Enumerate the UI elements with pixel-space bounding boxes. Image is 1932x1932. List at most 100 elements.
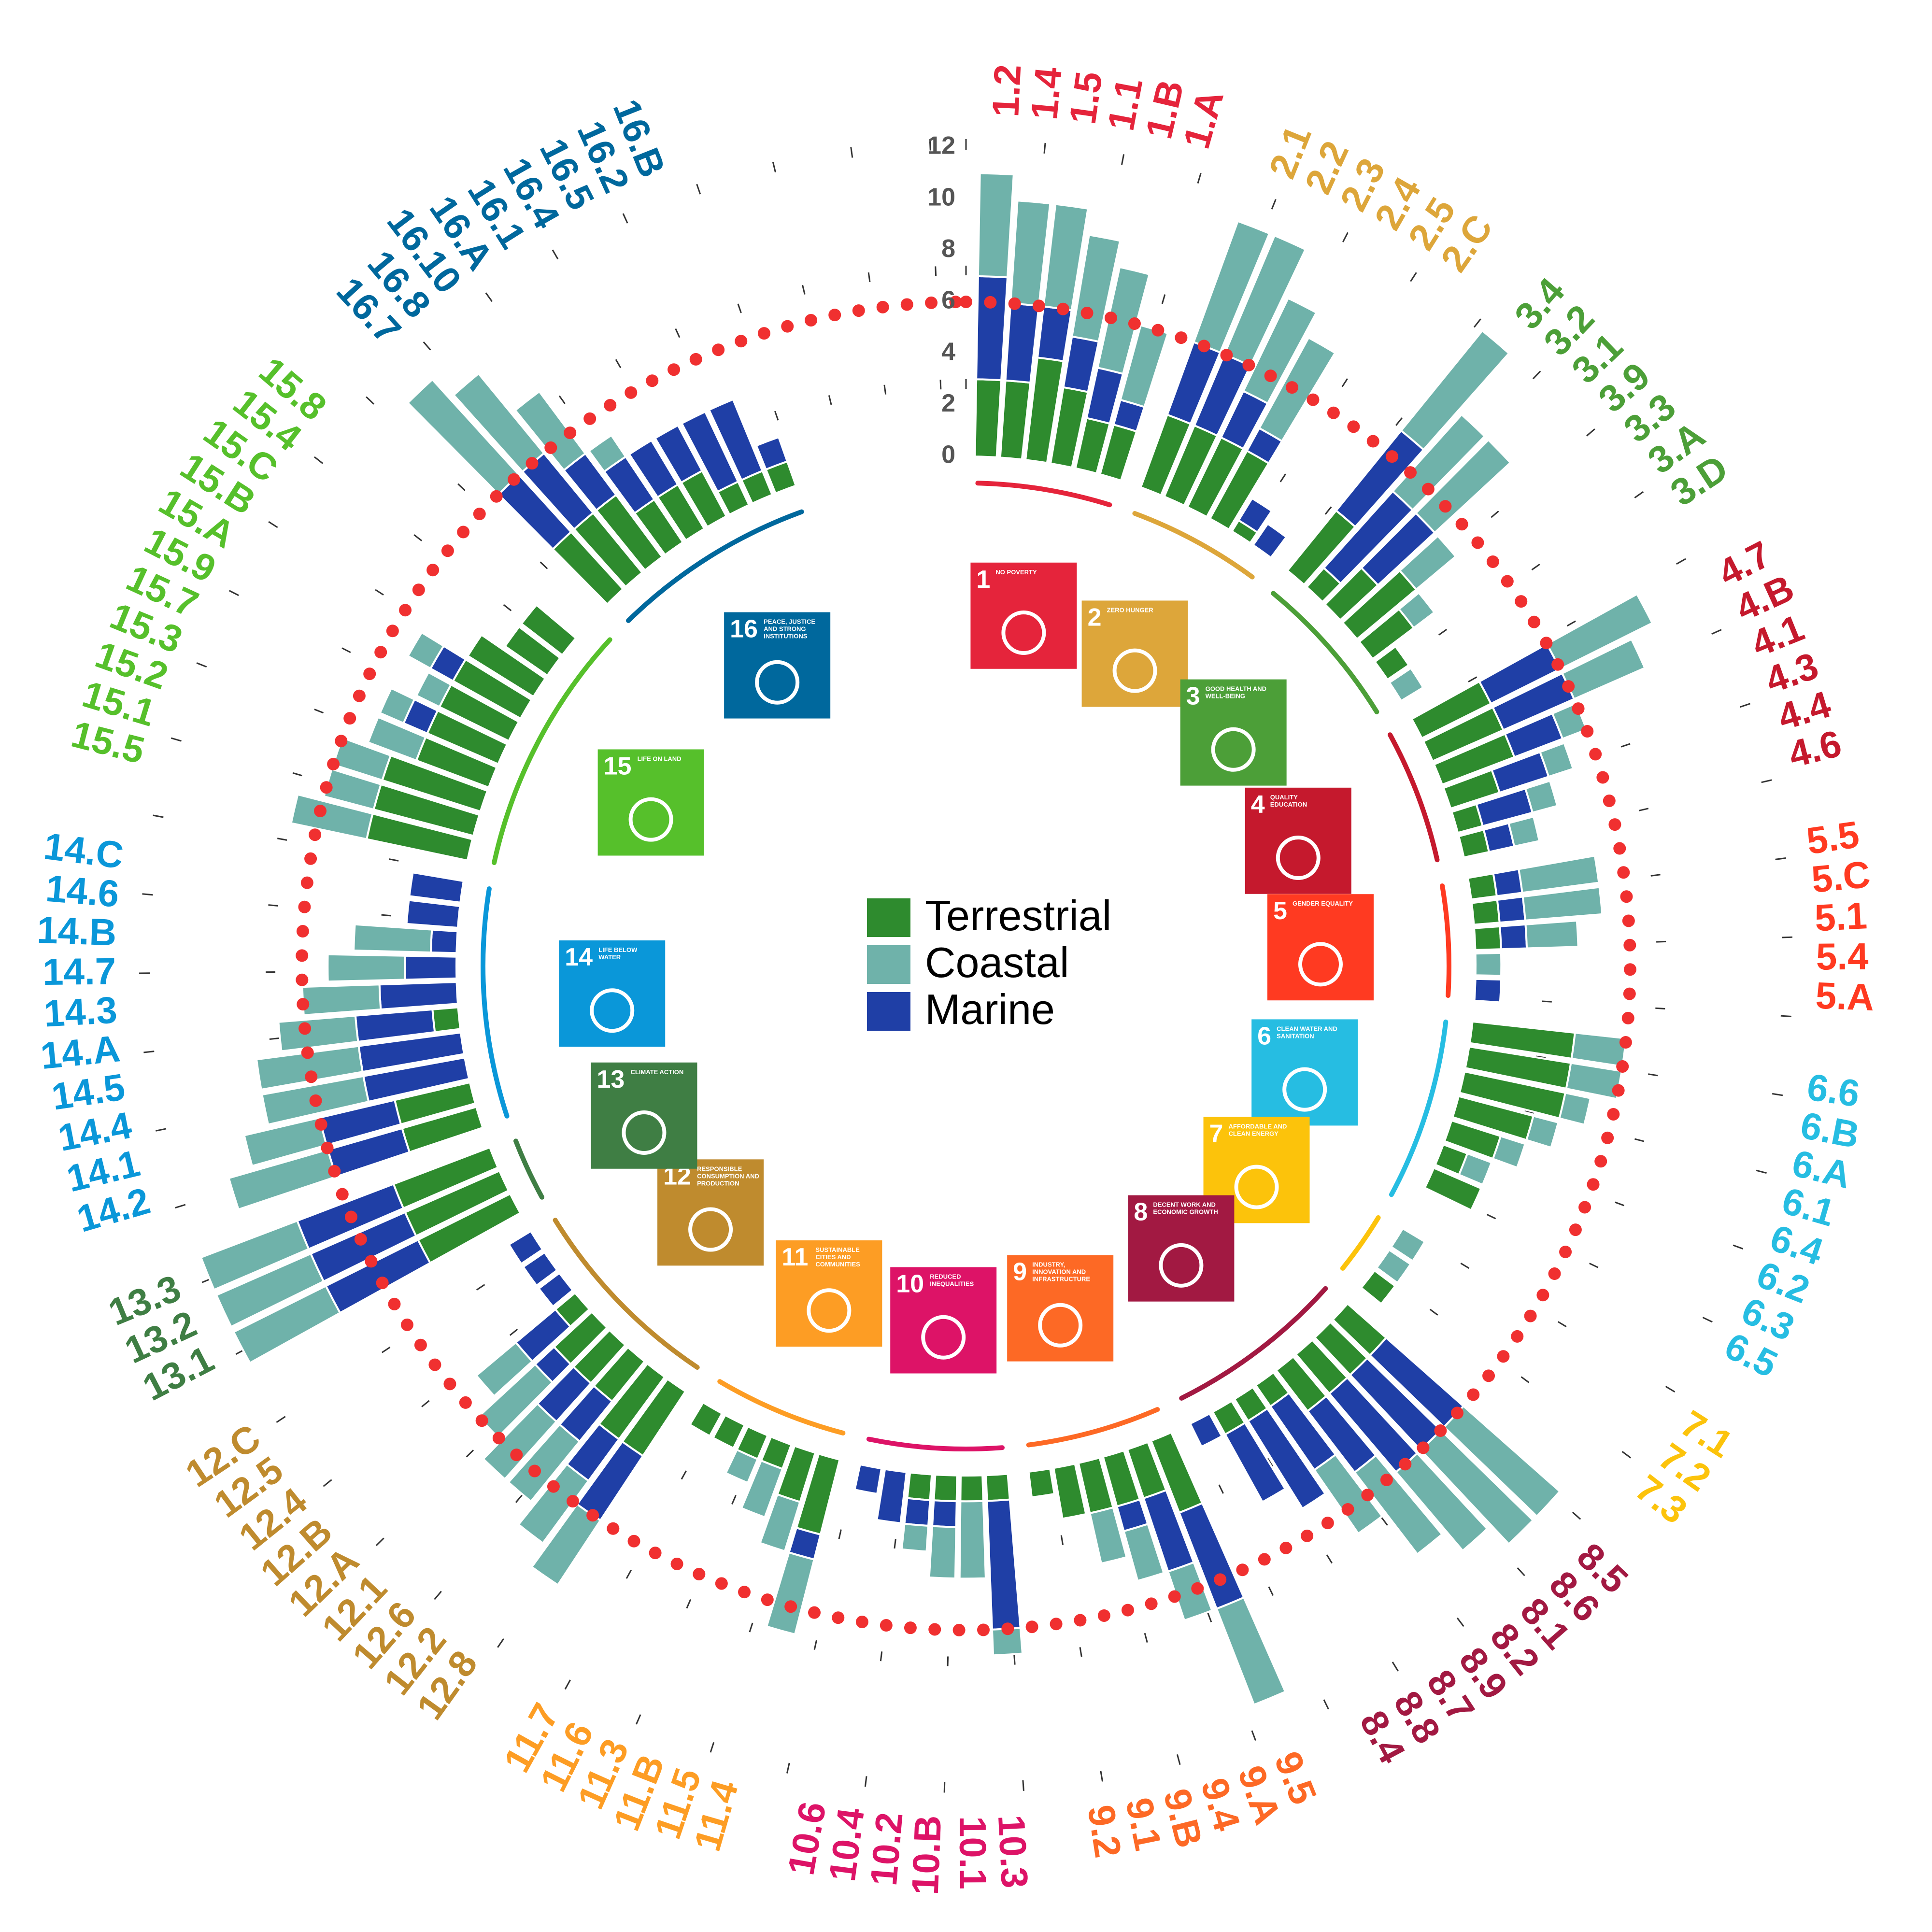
marker-dot xyxy=(852,304,865,317)
goal-number: 1 xyxy=(976,566,990,594)
guide-tick xyxy=(503,604,512,611)
bar-segment-coastal xyxy=(1399,329,1511,451)
marker-dot xyxy=(1551,658,1564,671)
guide-tick xyxy=(1656,940,1666,943)
bar-segment-marine xyxy=(1251,522,1288,559)
marker-dot xyxy=(343,712,356,725)
marker-dot xyxy=(374,646,387,659)
marker-dot xyxy=(344,1210,357,1223)
marker-dot xyxy=(354,1233,367,1246)
guide-tick xyxy=(1648,1073,1658,1077)
marker-dot xyxy=(1515,595,1528,608)
marker-dot xyxy=(808,1606,821,1619)
guide-tick xyxy=(1022,1780,1024,1791)
bar-segment-coastal xyxy=(958,1500,987,1580)
marker-dot xyxy=(627,1534,640,1548)
marker-dot xyxy=(353,689,366,702)
target-label: 10.B xyxy=(904,1814,950,1895)
goal-number: 2 xyxy=(1088,603,1102,631)
guide-tick xyxy=(1013,1655,1016,1665)
bar-segment-coastal xyxy=(406,631,445,670)
guide-tick xyxy=(1207,1612,1212,1622)
marker-dot xyxy=(828,309,841,322)
bar-segment-marine xyxy=(522,1251,559,1287)
goal-number: 10 xyxy=(896,1270,924,1298)
marker-dot xyxy=(1482,1369,1495,1382)
guide-tick xyxy=(1733,1244,1744,1250)
axis-tick-label: 8 xyxy=(941,235,955,263)
guide-tick xyxy=(413,534,423,541)
guide-tick xyxy=(696,184,701,195)
guide-tick xyxy=(389,858,399,862)
marker-dot xyxy=(508,473,521,486)
goal-title-line: CONSUMPTION AND xyxy=(697,1172,759,1179)
bar-segment-coastal xyxy=(1313,1453,1384,1535)
bar-segment-terrestrial xyxy=(503,625,562,677)
bar-segment-coastal xyxy=(1119,324,1169,409)
goal-pictogram xyxy=(755,660,800,705)
guide-tick xyxy=(476,1284,485,1291)
goal-arc xyxy=(1179,1286,1328,1401)
marker-dot xyxy=(1380,1474,1393,1487)
goal-pictogram xyxy=(1282,1067,1327,1112)
guide-tick xyxy=(1557,1321,1567,1328)
marker-dot xyxy=(1497,1350,1510,1363)
goal-pictogram xyxy=(1276,835,1321,880)
goal-arc xyxy=(717,1379,846,1435)
bar-segment-coastal xyxy=(1166,1561,1214,1622)
marker-dot xyxy=(414,1338,427,1351)
axis-tick-label: 10 xyxy=(927,183,955,211)
goal-number: 8 xyxy=(1134,1198,1148,1226)
guide-tick xyxy=(1381,1517,1388,1526)
guide-tick xyxy=(1043,142,1046,154)
goal-pictogram xyxy=(1211,727,1256,772)
marker-dot xyxy=(441,544,454,557)
goal-pictogram xyxy=(622,1110,667,1155)
guide-tick xyxy=(1586,428,1595,437)
guide-tick xyxy=(1761,779,1772,783)
bar-segment-marine xyxy=(1036,305,1073,363)
marker-dot xyxy=(960,296,972,308)
marker-dot xyxy=(1623,987,1636,1000)
bar-segment-coastal xyxy=(199,1219,310,1292)
goal-number: 13 xyxy=(597,1065,625,1094)
marker-dot xyxy=(832,1611,845,1624)
goal-title-line: CLEAN WATER AND xyxy=(1277,1025,1337,1032)
bar-segment-marine xyxy=(975,275,1009,382)
bar-segment-coastal xyxy=(301,983,382,1017)
guide-tick xyxy=(1324,506,1332,515)
bar-segment-coastal xyxy=(1242,297,1318,405)
bar-segment-terrestrial xyxy=(711,1414,746,1449)
marker-dot xyxy=(544,441,557,454)
bar-segment-coastal xyxy=(928,1525,957,1580)
target-label: 1.5 xyxy=(1061,69,1110,127)
target-label: 14.5 xyxy=(49,1065,128,1118)
bar-segment-marine xyxy=(986,1498,1022,1631)
goal-title-line: PRODUCTION xyxy=(697,1179,739,1187)
guide-tick xyxy=(156,1128,167,1132)
bar-segment-coastal xyxy=(353,923,433,954)
guide-tick xyxy=(540,561,548,569)
marker-dot xyxy=(426,564,440,577)
goal-pictogram xyxy=(688,1207,733,1252)
bar-segment-coastal xyxy=(1390,1227,1426,1263)
marker-dot xyxy=(1569,1223,1582,1236)
guide-tick xyxy=(277,838,287,841)
goal-title-line: CLIMATE ACTION xyxy=(630,1068,683,1076)
target-label: 14.B xyxy=(36,909,117,954)
goal-pictogram xyxy=(921,1315,966,1360)
marker-dot xyxy=(1581,724,1594,738)
marker-dot xyxy=(320,781,333,794)
marker-dot xyxy=(1264,369,1277,383)
guide-tick xyxy=(1520,1376,1530,1383)
goal-title-line: QUALITY xyxy=(1270,794,1298,801)
goal-pictogram xyxy=(1298,942,1343,987)
guide-tick xyxy=(1279,473,1286,483)
goal-arc xyxy=(1026,1407,1160,1448)
target-label: 1.4 xyxy=(1023,65,1070,121)
marker-dot xyxy=(1399,1458,1412,1471)
